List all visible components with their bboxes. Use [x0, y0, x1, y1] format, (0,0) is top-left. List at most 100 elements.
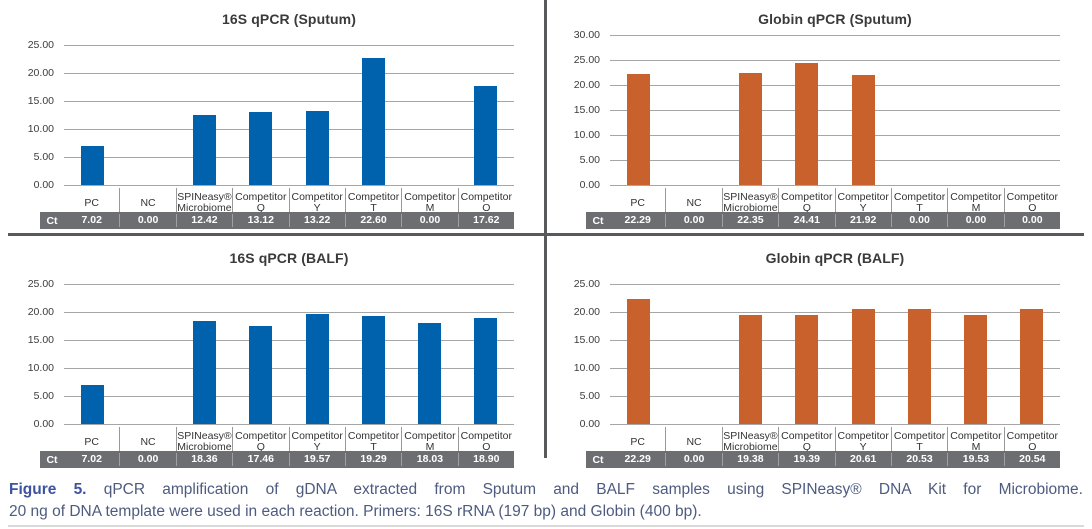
ct-value: 19.39 — [778, 453, 834, 466]
bar — [418, 323, 442, 424]
figure-label: Figure 5. — [9, 481, 87, 498]
y-axis-tick-label: 0.00 — [33, 179, 54, 191]
category-label: PC — [630, 196, 645, 209]
gridline — [610, 284, 1060, 285]
category-label: Competitor M — [401, 188, 457, 214]
ct-row-header: Ct — [46, 453, 58, 466]
bar — [193, 115, 217, 185]
gridline — [64, 284, 514, 285]
ct-value: 20.61 — [834, 453, 891, 466]
plot-area — [610, 284, 1060, 425]
ct-value: 19.38 — [721, 453, 778, 466]
y-axis-tick-label: 0.00 — [579, 418, 600, 430]
x-axis-labels: PC NC SPINeasy® Microbiome Competitor Q Compet… — [64, 427, 514, 453]
y-axis-tick-label: 5.00 — [33, 151, 54, 163]
y-axis-tick-label: 5.00 — [33, 390, 54, 402]
category-label: NC — [119, 188, 175, 214]
chart-16s-sputum: 16S qPCR (Sputum) PC NC SPINeasy® Microbiom… — [0, 0, 546, 233]
category-label: Competitor M — [947, 188, 1003, 214]
gridline — [64, 73, 514, 74]
chart-title: Globin qPCR (Sputum) — [758, 11, 912, 27]
gridline — [610, 340, 1060, 341]
caption-text-1: qPCR amplification of gDNA extracted fro… — [103, 481, 1083, 498]
ct-value: 0.00 — [665, 214, 721, 227]
ct-value: 20.53 — [890, 453, 947, 466]
category-label: Competitor O — [1003, 427, 1060, 453]
bar — [249, 111, 273, 185]
caption-line-2: 20 ng of DNA template were used in each … — [9, 503, 702, 520]
bar — [964, 314, 988, 424]
category-label: Competitor M — [401, 427, 457, 453]
chart-globin-balf: Globin qPCR (BALF) PC NC SPINeasy® Microbio… — [546, 239, 1092, 472]
ct-value-row: Ct 7.02 0.00 18.36 17.46 19.57 19.29 18.03 18.90 — [40, 451, 514, 468]
category-label: Competitor M — [947, 427, 1003, 453]
bar — [739, 315, 763, 424]
bar — [474, 86, 498, 185]
ct-value: 22.60 — [344, 214, 401, 227]
category-label: PC — [84, 435, 99, 448]
y-axis-tick-label: 25.00 — [573, 54, 600, 66]
ct-value-row: Ct 22.29 0.00 19.38 19.39 20.61 20.53 19.53 20.5… — [586, 451, 1060, 468]
bar — [361, 58, 385, 185]
plot-area — [610, 35, 1060, 186]
bar — [249, 326, 273, 424]
bar — [193, 321, 217, 424]
x-axis-labels: PC NC SPINeasy® Microbiome Competitor Q Compet… — [610, 188, 1060, 214]
bar — [626, 299, 650, 424]
category-label: SPINeasy® Microbiome — [721, 427, 778, 453]
bar — [1020, 308, 1044, 424]
x-axis-labels: PC NC SPINeasy® Microbiome Competitor Q Compet… — [610, 427, 1060, 453]
ct-value: 18.03 — [401, 453, 457, 466]
gridline — [64, 157, 514, 158]
ct-value: 24.41 — [778, 214, 834, 227]
bar — [851, 75, 875, 185]
plot-area — [64, 284, 514, 425]
y-axis-tick-label: 10.00 — [27, 362, 54, 374]
ct-value: 19.53 — [947, 453, 1003, 466]
category-label: Competitor Y — [834, 188, 891, 214]
gridline — [64, 129, 514, 130]
category-label: Competitor O — [457, 188, 514, 214]
gridline — [610, 160, 1060, 161]
ct-value: 0.00 — [947, 214, 1003, 227]
bar — [80, 384, 104, 424]
charts-grid: 16S qPCR (Sputum) PC NC SPINeasy® Microbiom… — [0, 0, 1092, 472]
chart-title: 16S qPCR (BALF) — [229, 250, 349, 266]
chart-title: Globin qPCR (BALF) — [765, 250, 905, 266]
y-axis-tick-label: 20.00 — [27, 67, 54, 79]
category-label: SPINeasy® Microbiome — [721, 188, 778, 214]
y-axis-tick-label: 15.00 — [573, 334, 600, 346]
bar — [907, 309, 931, 424]
category-label: NC — [665, 188, 721, 214]
y-axis-tick-label: 10.00 — [27, 123, 54, 135]
y-axis-tick-label: 20.00 — [27, 306, 54, 318]
ct-value: 0.00 — [890, 214, 947, 227]
ct-value: 0.00 — [401, 214, 457, 227]
ct-value: 21.92 — [834, 214, 891, 227]
category-label: Competitor Q — [232, 188, 288, 214]
ct-row-header: Ct — [592, 214, 604, 227]
figure-caption: Figure 5. qPCR amplification of gDNA ext… — [0, 474, 1092, 522]
gridline — [64, 424, 514, 425]
x-axis-labels: PC NC SPINeasy® Microbiome Competitor Q Compet… — [64, 188, 514, 214]
bar — [795, 62, 819, 185]
y-axis-tick-label: 15.00 — [573, 104, 600, 116]
category-label: Competitor O — [457, 427, 514, 453]
bar — [795, 315, 819, 424]
ct-value: 0.00 — [119, 453, 175, 466]
category-label: Competitor Q — [778, 427, 834, 453]
category-label: Competitor T — [890, 427, 947, 453]
ct-value: 22.29 — [624, 214, 651, 226]
ct-value-row: Ct 7.02 0.00 12.42 13.12 13.22 22.60 0.00 17.62 — [40, 212, 514, 229]
bar — [474, 318, 498, 424]
gridline — [610, 424, 1060, 425]
ct-value: 13.12 — [232, 214, 288, 227]
y-axis-tick-label: 0.00 — [33, 418, 54, 430]
gridline — [610, 312, 1060, 313]
ct-value: 17.62 — [457, 214, 514, 227]
ct-value: 19.29 — [344, 453, 401, 466]
gridline — [610, 35, 1060, 36]
bar — [305, 314, 329, 424]
gridline — [64, 312, 514, 313]
